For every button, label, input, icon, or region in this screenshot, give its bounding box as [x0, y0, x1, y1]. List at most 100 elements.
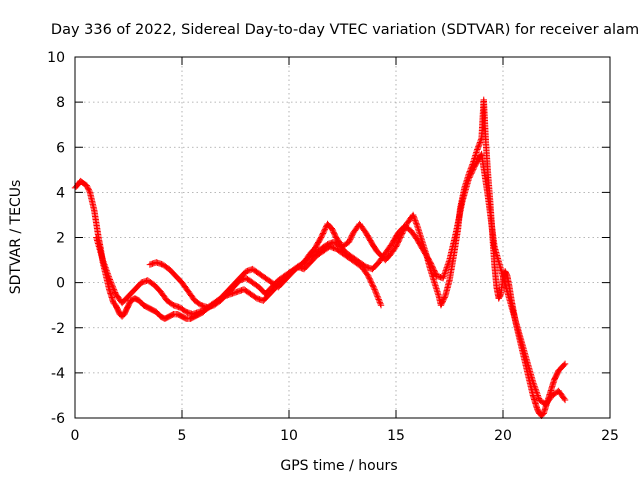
data-point	[532, 387, 540, 395]
data-point	[105, 273, 112, 280]
data-point	[377, 300, 384, 307]
data-point	[103, 267, 110, 274]
data-point	[364, 272, 372, 280]
data-point	[368, 280, 376, 288]
data-point	[431, 268, 438, 275]
data-point	[441, 294, 448, 301]
data-point	[470, 164, 478, 172]
data-point	[317, 234, 325, 241]
data-point	[111, 287, 118, 295]
data-point	[374, 294, 382, 302]
data-point	[110, 286, 118, 293]
data-point	[84, 185, 92, 192]
data-point	[465, 175, 472, 183]
y-tick-label: 10	[47, 50, 65, 66]
x-tick-label: 10	[280, 428, 298, 444]
data-point	[430, 267, 438, 274]
data-point	[475, 142, 483, 149]
data-point	[466, 174, 473, 181]
x-tick-label: 5	[178, 428, 187, 444]
data-point	[428, 261, 435, 269]
data-point	[469, 167, 476, 174]
x-axis-label: GPS time / hours	[280, 458, 397, 474]
x-tick-label: 20	[494, 428, 512, 444]
data-point	[107, 277, 114, 285]
data-point	[560, 395, 568, 402]
data-point	[531, 384, 539, 392]
data-point	[561, 396, 569, 404]
data-point	[365, 274, 373, 281]
data-point	[476, 139, 484, 146]
data-point	[428, 263, 436, 270]
data-point	[427, 260, 435, 267]
data-point	[106, 276, 114, 283]
data-point	[467, 171, 474, 178]
data-point	[529, 378, 537, 386]
data-point	[412, 217, 419, 224]
data-point	[444, 261, 452, 268]
data-point	[445, 259, 452, 267]
data-point	[85, 186, 92, 193]
data-point	[99, 256, 107, 264]
data-point	[427, 259, 434, 266]
data-point	[429, 264, 437, 271]
data-point	[442, 267, 449, 274]
data-point	[530, 381, 538, 389]
y-tick-label: -6	[51, 411, 65, 427]
data-point	[474, 146, 481, 153]
data-point	[104, 271, 112, 279]
data-point	[466, 172, 474, 180]
data-point	[107, 279, 115, 286]
data-point	[102, 265, 110, 273]
data-point	[367, 278, 374, 285]
data-point	[370, 283, 377, 290]
data-point	[101, 261, 108, 268]
data-point	[372, 289, 379, 296]
data-point	[83, 182, 90, 189]
data-point	[411, 215, 418, 223]
y-tick-label: 2	[56, 231, 65, 247]
axis-ticks: 0 5 10 15 20 25 -6 -4 -2 0 2 4 6 8 10	[47, 50, 619, 444]
data-point	[104, 270, 111, 277]
data-point	[497, 291, 504, 299]
data-point	[364, 271, 371, 278]
data-point	[475, 143, 482, 150]
data-point	[373, 291, 381, 299]
data-point	[371, 286, 378, 293]
data-point	[376, 297, 383, 305]
data-point	[366, 275, 373, 282]
data-point	[108, 282, 116, 289]
data-point	[84, 183, 91, 191]
y-tick-label: 0	[56, 276, 65, 292]
data-point	[535, 393, 542, 401]
data-points	[71, 96, 569, 419]
data-point	[375, 296, 382, 303]
data-point	[533, 389, 540, 396]
chart-title: Day 336 of 2022, Sidereal Day-to-day VTE…	[51, 22, 639, 38]
data-point	[373, 290, 380, 297]
y-tick-label: -2	[51, 321, 65, 337]
data-point	[106, 274, 113, 282]
data-point	[368, 279, 375, 286]
data-point	[443, 264, 451, 271]
data-point	[430, 265, 437, 273]
data-point	[371, 287, 379, 295]
data-point	[397, 232, 405, 240]
data-point	[560, 361, 568, 369]
data-point	[439, 274, 447, 282]
data-point	[321, 227, 328, 234]
data-point	[322, 224, 329, 232]
y-tick-label: 4	[56, 185, 65, 201]
data-point	[370, 284, 378, 292]
data-point	[410, 213, 417, 220]
data-point	[530, 380, 537, 387]
data-point	[102, 264, 109, 271]
data-point	[369, 282, 376, 289]
data-point	[319, 231, 326, 238]
x-tick-label: 15	[387, 428, 405, 444]
data-point	[110, 284, 117, 292]
data-point	[440, 273, 447, 280]
data-point	[534, 390, 541, 398]
data-point	[100, 259, 108, 267]
data-point	[476, 140, 483, 148]
